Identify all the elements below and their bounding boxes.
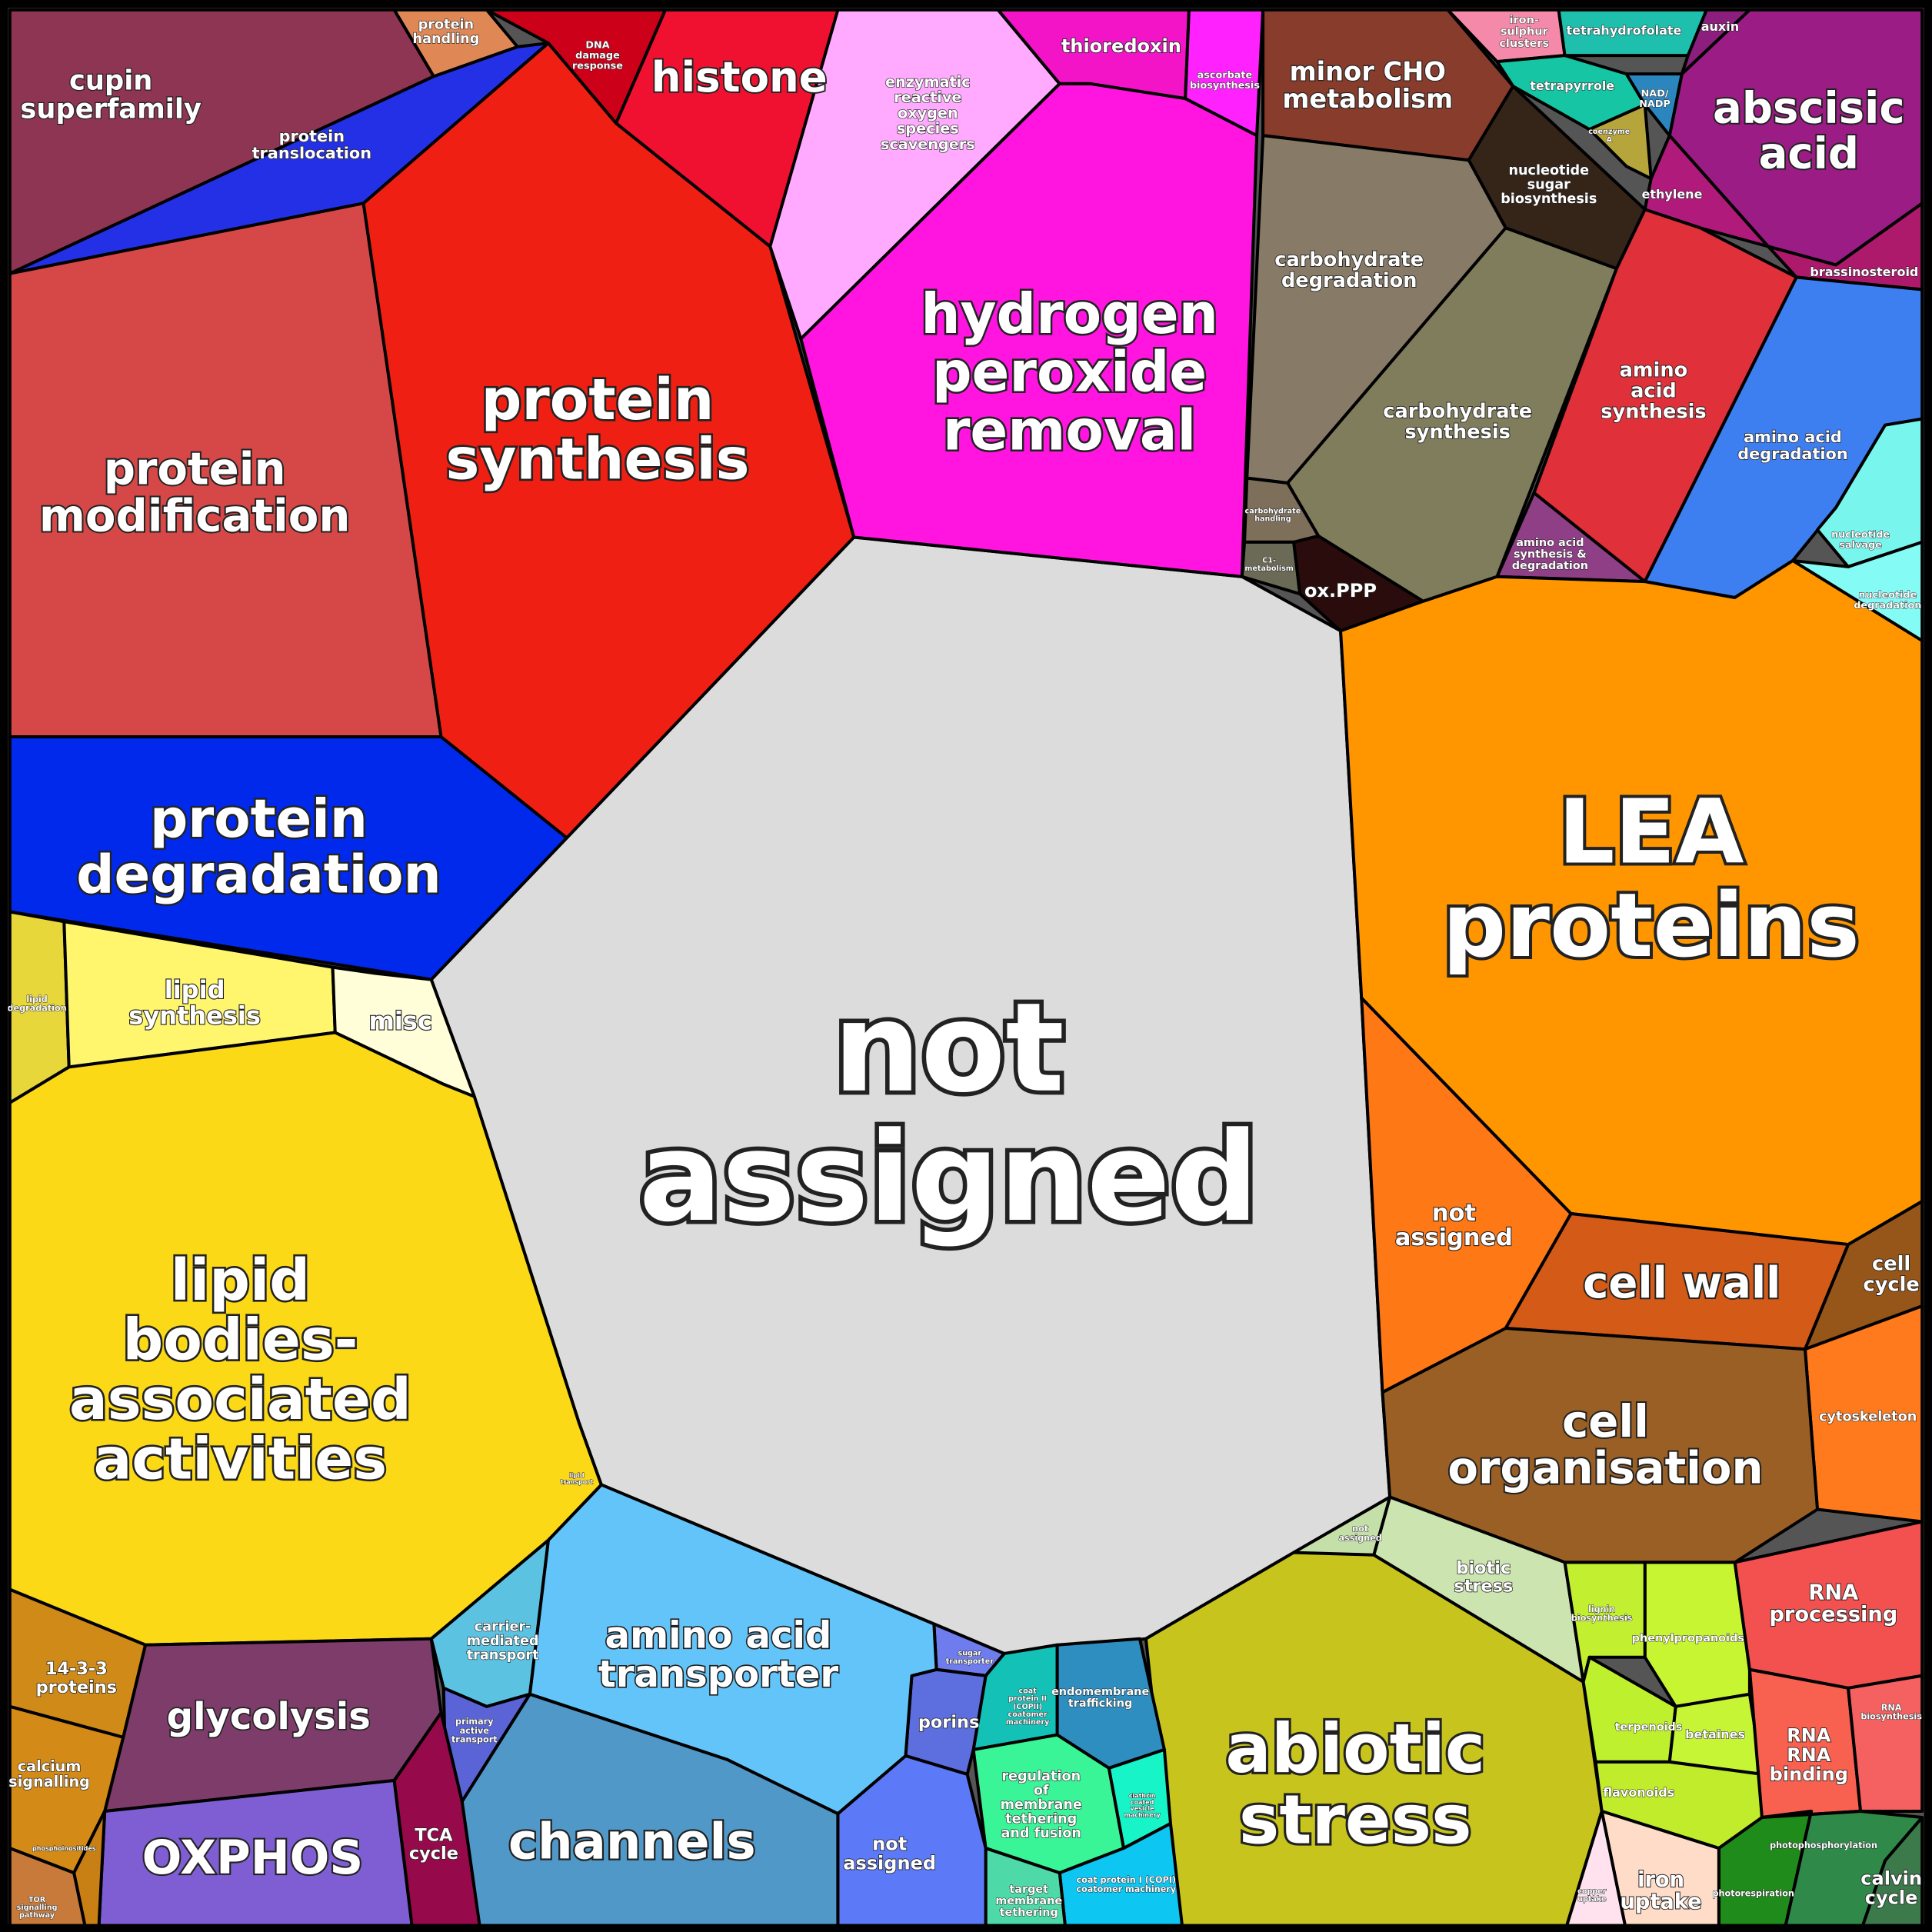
cell-label: tetrahydrofolate xyxy=(1567,23,1682,38)
cell-label: porins xyxy=(918,1712,979,1732)
cell-label: calcium signalling xyxy=(8,1757,90,1790)
cell xyxy=(1563,1561,1647,1684)
cell-label: iron-sulphur clusters xyxy=(1499,15,1549,50)
cell-label: not assigned xyxy=(1395,1200,1513,1251)
cell-label: 14-3-3 proteins xyxy=(36,1659,117,1697)
cell-label: target membrane tethering xyxy=(995,1884,1062,1919)
cell-label: TCA cycle xyxy=(409,1825,458,1864)
cell-label: LEA proteins xyxy=(1443,781,1860,977)
cell-label: coat protein II (COPII) coatomer machinery xyxy=(1006,1687,1050,1727)
cell xyxy=(1563,1809,1628,1932)
cell xyxy=(799,82,1259,578)
cell-label: tetrapyrrole xyxy=(1530,78,1614,93)
cell-label: nucleotide salvage xyxy=(1831,528,1890,550)
cell-label: C1-metabolism xyxy=(1244,557,1293,573)
cell-label: ox.PPP xyxy=(1304,580,1377,601)
cell xyxy=(392,1710,482,1932)
cell-label: flavonoids xyxy=(1603,1784,1674,1799)
cell-label: coenzyme A xyxy=(1588,128,1631,144)
cell xyxy=(8,735,568,981)
cell-label: protein synthesis xyxy=(445,368,749,492)
cell-label: phosphoinositides xyxy=(32,1845,96,1852)
cell-label: not assigned xyxy=(1338,1524,1381,1544)
cell-label: ascorbate biosynthesis xyxy=(1190,69,1260,91)
cell-label: RNA biosynthesis xyxy=(1860,1703,1922,1722)
cell-label: cell wall xyxy=(1583,1258,1780,1308)
cell-label: lipid transport xyxy=(560,1472,593,1485)
cell-label: auxin xyxy=(1701,19,1739,34)
cell xyxy=(1680,8,1751,76)
cell-label: misc xyxy=(368,1007,431,1036)
cell-label: minor CHO metabolism xyxy=(1282,56,1453,113)
cell-label: calvin cycle xyxy=(1860,1867,1922,1908)
cell-label: histone xyxy=(651,52,828,102)
cell-label: clathrin coated vesicle machinery xyxy=(1124,1792,1161,1818)
cell-label: amino acid synthesis & degradation xyxy=(1512,537,1588,572)
cell-label: copper uptake xyxy=(1577,1887,1607,1904)
cell-label: protein translocation xyxy=(252,127,371,162)
cell-label: endomembrane trafficking xyxy=(1051,1686,1149,1710)
cell-label: carrier-mediated transport xyxy=(467,1619,539,1663)
cell-label: not assigned xyxy=(843,1833,936,1874)
cell-label: lipid bodies-associated activities xyxy=(69,1248,411,1492)
cell-label: thioredoxin xyxy=(1061,35,1181,57)
cell-label: DNA damage response xyxy=(572,39,623,72)
cell xyxy=(1847,1674,1924,1814)
cell-label: cytoskeleton xyxy=(1819,1409,1917,1424)
cell-label: NAD/NADP xyxy=(1639,88,1671,109)
cell-label: betaines xyxy=(1685,1727,1745,1741)
cell-label: hydrogen peroxide removal xyxy=(921,282,1218,463)
cell-label: abiotic stress xyxy=(1225,1709,1485,1860)
cell-label: TOR signalling pathway xyxy=(17,1896,58,1920)
cell-label: abscisic acid xyxy=(1713,83,1905,178)
cell-label: cell organisation xyxy=(1447,1395,1763,1494)
cell-label: ethylene xyxy=(1641,187,1702,202)
cell xyxy=(1766,202,1924,291)
cell-label: amino acid degradation xyxy=(1737,428,1847,463)
cell-label: carbohydrate synthesis xyxy=(1383,400,1532,444)
cell-label: enzymatic reactive oxygen species scavengers xyxy=(881,73,975,153)
cell-label: brassinosteroid xyxy=(1810,265,1918,279)
cell-label: regulation of membrane tethering and fusion xyxy=(1001,1769,1082,1841)
cell-label: lipid synthesis xyxy=(128,975,261,1031)
cell-label: lipid degradation xyxy=(7,994,66,1014)
cell-label: protein handling xyxy=(413,17,480,47)
cell-label: sugar transporter xyxy=(946,1650,994,1666)
labels: not assigned cupin superfamily protein handli… xyxy=(7,14,1923,1920)
cell-label: terpenoids xyxy=(1615,1721,1683,1734)
cell-label: coat protein I (COPI) coatomer machinery xyxy=(1076,1875,1176,1894)
cell-label: amino acid synthesis xyxy=(1601,359,1706,424)
cell-label: protein degradation xyxy=(76,788,441,905)
cell-label: amino acid transporter xyxy=(598,1614,839,1696)
cell xyxy=(1859,1816,1924,1932)
cell-label: nucleotide degradation xyxy=(1854,589,1921,611)
cell-label: nucleotide sugar biosynthesis xyxy=(1501,163,1597,207)
cell-label: primary active transport xyxy=(451,1717,498,1745)
cell-label: photophosphorylation xyxy=(1770,1840,1877,1850)
cell-label: carbohydrate degradation xyxy=(1274,248,1424,292)
cell-label: phenylpropanoids xyxy=(1632,1633,1744,1645)
cell-label: photorespiration xyxy=(1713,1888,1794,1898)
cell-label: cell cycle xyxy=(1864,1253,1920,1297)
cell-label: iron uptake xyxy=(1621,1867,1702,1914)
cell-label: not assigned xyxy=(639,976,1259,1249)
cell-label: cupin superfamily xyxy=(20,65,202,125)
cell-label: protein modification xyxy=(39,442,351,541)
cell-label: RNA processing xyxy=(1769,1581,1897,1627)
cells xyxy=(8,8,1924,1932)
cell-label: RNA RNA binding xyxy=(1770,1725,1848,1785)
cell-label: biotic stress xyxy=(1454,1557,1513,1596)
cell xyxy=(8,1847,88,1932)
cell-label: channels xyxy=(508,1814,756,1870)
cell-label: carbohydrate handling xyxy=(1245,508,1301,524)
cell-label: OXPHOS xyxy=(142,1830,364,1885)
cell-label: lignin biosynthesis xyxy=(1571,1604,1633,1624)
cell-label: glycolysis xyxy=(167,1695,371,1738)
